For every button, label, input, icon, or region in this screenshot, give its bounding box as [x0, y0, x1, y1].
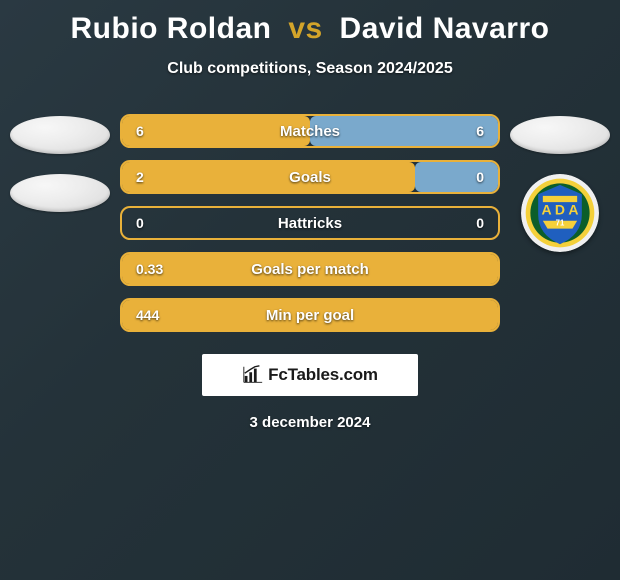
- title-player1: Rubio Roldan: [71, 12, 272, 45]
- stat-label: Hattricks: [192, 215, 428, 232]
- stat-value-left: 0: [122, 215, 192, 231]
- stat-value-right: 0: [428, 215, 498, 231]
- stat-label: Goals per match: [192, 261, 428, 278]
- player2-avatar-placeholder: [510, 116, 610, 154]
- brand-text: FcTables.com: [268, 365, 378, 385]
- stat-value-left: 0.33: [122, 261, 192, 277]
- comparison-body: 6Matches62Goals00Hattricks00.33Goals per…: [0, 114, 620, 332]
- badge-subtext: 71: [556, 218, 565, 227]
- brand-box: FcTables.com: [202, 354, 418, 396]
- stat-row: 6Matches6: [120, 114, 500, 148]
- stat-value-right: 6: [428, 123, 498, 139]
- stat-label: Goals: [192, 169, 428, 186]
- stat-row: 2Goals0: [120, 160, 500, 194]
- chart-icon: [242, 364, 264, 386]
- subtitle: Club competitions, Season 2024/2025: [167, 60, 452, 78]
- badge-text: A D A: [541, 202, 578, 218]
- stat-row: 0Hattricks0: [120, 206, 500, 240]
- stat-value-right: 0: [428, 169, 498, 185]
- stats-list: 6Matches62Goals00Hattricks00.33Goals per…: [120, 114, 500, 332]
- player2-club-badge: A D A 71: [521, 174, 599, 252]
- left-side: [0, 114, 120, 332]
- comparison-card: Rubio Roldan vs David Navarro Club compe…: [0, 0, 620, 431]
- stat-value-left: 2: [122, 169, 192, 185]
- date: 3 december 2024: [250, 414, 371, 431]
- stat-value-left: 444: [122, 307, 192, 323]
- player1-avatar-placeholder: [10, 116, 110, 154]
- stat-value-left: 6: [122, 123, 192, 139]
- stat-label: Min per goal: [192, 307, 428, 324]
- player1-club-placeholder: [10, 174, 110, 212]
- title-player2: David Navarro: [340, 12, 550, 45]
- stat-label: Matches: [192, 123, 428, 140]
- title-vs: vs: [288, 12, 322, 45]
- stat-row: 0.33Goals per match: [120, 252, 500, 286]
- page-title: Rubio Roldan vs David Navarro: [71, 12, 550, 46]
- club-badge-icon: A D A 71: [521, 174, 599, 252]
- stat-row: 444Min per goal: [120, 298, 500, 332]
- right-side: A D A 71: [500, 114, 620, 332]
